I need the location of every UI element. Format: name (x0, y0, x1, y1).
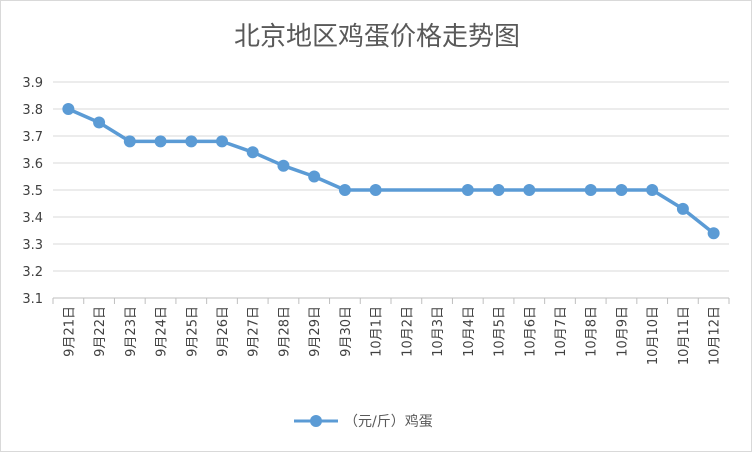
y-tick-label: 3.7 (22, 130, 43, 145)
data-point (584, 184, 597, 196)
x-tick-label: 9月24日 (155, 306, 170, 357)
x-tick-label: 10月4日 (462, 306, 477, 357)
data-point (492, 184, 505, 196)
x-tick-label: 10月6日 (523, 306, 538, 357)
x-tick-label: 9月27日 (247, 306, 262, 357)
data-point (246, 146, 259, 159)
data-point (308, 170, 321, 183)
y-tick-label: 3.9 (22, 76, 43, 91)
data-point (185, 135, 198, 148)
data-point (676, 202, 689, 215)
data-point (369, 184, 382, 196)
x-tick-label: 9月23日 (124, 306, 139, 357)
y-tick-label: 3.3 (22, 238, 43, 253)
data-point (707, 227, 720, 240)
x-tick-label: 10月7日 (554, 306, 569, 357)
x-axis: 9月21日 9月22日 9月23日 9月24日 9月25日 9月26日 9月27日 9月28日… (52, 298, 730, 365)
series-polyline (67, 107, 715, 235)
y-tick-label: 3.8 (22, 103, 43, 118)
x-tick-label: 9月29日 (308, 306, 323, 357)
x-tick-label: 9月21日 (62, 306, 77, 357)
y-tick-label: 3.5 (22, 184, 43, 199)
x-tick-label: 9月28日 (277, 306, 292, 357)
legend-label: （元/斤）鸡蛋 (344, 413, 433, 430)
x-tick-label: 10月12日 (708, 306, 723, 365)
data-point (93, 116, 106, 129)
x-tick-label: 9月26日 (216, 306, 231, 357)
x-tick-label: 9月25日 (185, 306, 200, 357)
y-tick-label: 3.2 (22, 265, 43, 280)
data-point (123, 135, 136, 148)
y-tick-label: 3.6 (22, 157, 43, 172)
y-axis: 3.1 3.2 3.3 3.4 3.5 3.6 3.7 3.8 3.9 (22, 76, 43, 307)
x-tick-label: 10月2日 (400, 306, 415, 357)
x-tick-label: 10月5日 (493, 306, 508, 357)
x-tick-label: 10月10日 (646, 306, 661, 365)
x-tick-label: 10月8日 (585, 306, 600, 357)
x-tick-label: 10月11日 (677, 306, 692, 365)
y-tick-label: 3.1 (22, 292, 43, 307)
data-point (154, 135, 167, 148)
data-point (216, 135, 228, 148)
legend-marker-icon (310, 415, 322, 427)
data-point (646, 184, 659, 196)
x-tick-label: 9月22日 (93, 306, 108, 357)
data-point (523, 184, 536, 196)
x-tick-label: 10月1日 (370, 306, 385, 357)
data-point (461, 184, 474, 196)
chart-title: 北京地区鸡蛋价格走势图 (234, 22, 520, 52)
legend: （元/斤）鸡蛋 (294, 413, 433, 430)
x-tick-label: 10月3日 (431, 306, 446, 357)
data-point (277, 159, 290, 172)
x-tick-label: 9月30日 (339, 306, 354, 357)
data-point (615, 184, 628, 196)
data-point (62, 103, 75, 115)
y-tick-label: 3.4 (22, 211, 43, 226)
data-point (338, 184, 351, 196)
x-tick-label: 10月9日 (615, 306, 630, 357)
series-line (62, 103, 720, 240)
